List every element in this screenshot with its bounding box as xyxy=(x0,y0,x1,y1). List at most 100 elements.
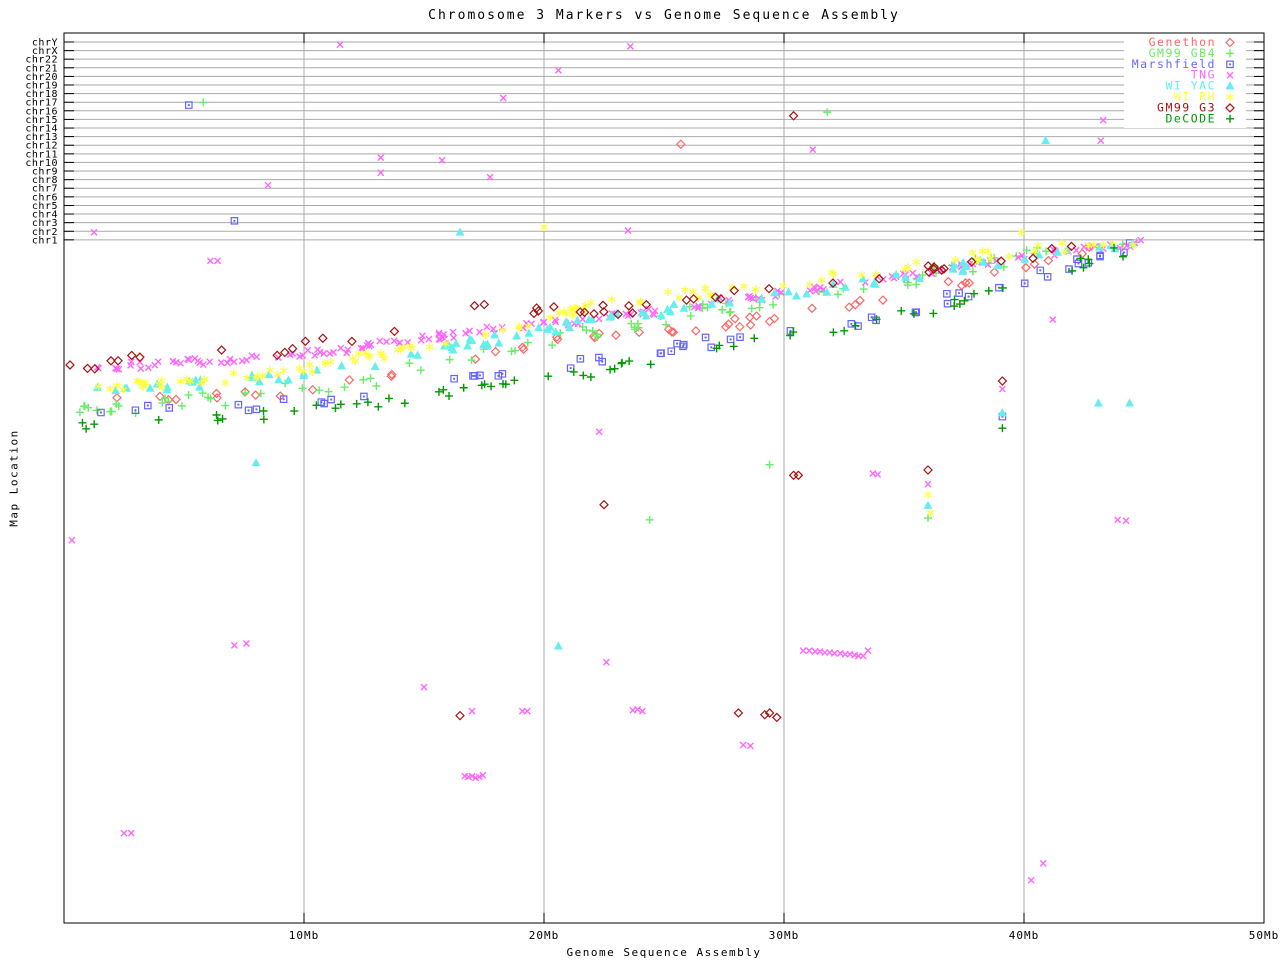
point xyxy=(1074,259,1083,268)
point xyxy=(354,349,363,358)
point xyxy=(468,707,476,715)
point xyxy=(546,313,555,322)
y-tick-label-chr6: chr6 xyxy=(32,192,58,203)
y-tick-label-chr13: chr13 xyxy=(25,132,58,143)
point xyxy=(1226,49,1234,58)
point xyxy=(968,248,977,257)
point xyxy=(1077,248,1088,259)
point xyxy=(829,328,838,337)
point-dot xyxy=(478,374,482,377)
point-dot xyxy=(1228,63,1232,66)
point xyxy=(382,338,390,346)
point xyxy=(90,420,99,429)
point xyxy=(984,286,993,295)
point xyxy=(551,327,561,336)
point xyxy=(998,424,1007,433)
point xyxy=(679,303,689,312)
point xyxy=(595,428,603,436)
point xyxy=(336,400,345,409)
point xyxy=(82,424,91,433)
point xyxy=(698,304,707,313)
y-tick-label-chrY: chrY xyxy=(32,37,58,48)
point xyxy=(805,280,814,289)
point xyxy=(710,292,721,303)
point xyxy=(958,265,968,274)
point xyxy=(1068,266,1077,275)
point xyxy=(617,359,626,368)
legend-symbol-gm99gb4 xyxy=(1226,49,1234,58)
point xyxy=(576,354,585,363)
point-dot xyxy=(233,219,236,222)
point xyxy=(90,228,98,236)
point xyxy=(299,370,309,380)
point xyxy=(1109,240,1118,249)
point xyxy=(867,313,876,322)
point xyxy=(1049,316,1057,324)
point xyxy=(376,337,384,345)
point xyxy=(602,658,610,666)
y-tick-label-chr16: chr16 xyxy=(25,106,58,117)
point xyxy=(943,289,951,298)
point xyxy=(469,372,477,380)
point xyxy=(587,298,595,307)
point xyxy=(242,640,250,648)
point xyxy=(634,327,645,338)
point xyxy=(448,345,458,354)
y-tick-label-chr15: chr15 xyxy=(25,115,58,126)
point xyxy=(344,346,352,354)
point xyxy=(459,383,468,392)
point xyxy=(463,341,473,350)
point xyxy=(850,299,861,310)
point xyxy=(764,316,775,327)
point xyxy=(145,383,155,392)
point xyxy=(610,364,619,373)
point xyxy=(926,508,935,517)
point xyxy=(312,401,321,410)
point xyxy=(479,339,488,349)
point xyxy=(1096,251,1104,260)
point xyxy=(438,156,446,164)
point xyxy=(688,294,699,304)
point xyxy=(264,181,272,189)
point xyxy=(666,307,675,316)
point xyxy=(359,375,368,384)
y-tick-label-chr22: chr22 xyxy=(25,55,58,66)
point xyxy=(176,377,185,386)
point-dot xyxy=(168,406,171,409)
point xyxy=(477,381,486,390)
point xyxy=(336,41,344,49)
y-tick-label-chrX: chrX xyxy=(32,46,58,57)
point xyxy=(139,383,148,392)
y-tick-label-chr12: chr12 xyxy=(25,141,58,152)
point-dot xyxy=(675,342,679,345)
point xyxy=(553,641,563,650)
y-tick-label-chr20: chr20 xyxy=(25,72,58,83)
point xyxy=(948,264,958,273)
y-tick-label-chr11: chr11 xyxy=(25,149,58,160)
x-tick-label-40Mb: 40Mb xyxy=(1009,929,1040,942)
point xyxy=(943,299,952,308)
point xyxy=(1031,247,1039,256)
x-tick-label-20Mb: 20Mb xyxy=(529,929,560,942)
series-tng xyxy=(68,41,1145,884)
point xyxy=(389,326,400,337)
point xyxy=(625,357,634,366)
point xyxy=(607,295,616,304)
point-dot xyxy=(1077,262,1080,265)
point xyxy=(273,370,282,379)
point xyxy=(137,365,145,373)
point xyxy=(747,294,755,302)
point xyxy=(214,257,222,265)
point xyxy=(450,374,458,383)
point xyxy=(1226,93,1234,101)
point xyxy=(405,359,414,368)
point xyxy=(366,374,375,383)
point-dot xyxy=(914,311,917,314)
point xyxy=(127,829,135,837)
point-dot xyxy=(362,395,366,398)
point xyxy=(1137,236,1145,244)
point xyxy=(515,322,523,331)
point xyxy=(1020,254,1030,263)
point xyxy=(295,364,304,373)
series-wiyac xyxy=(92,135,1137,650)
